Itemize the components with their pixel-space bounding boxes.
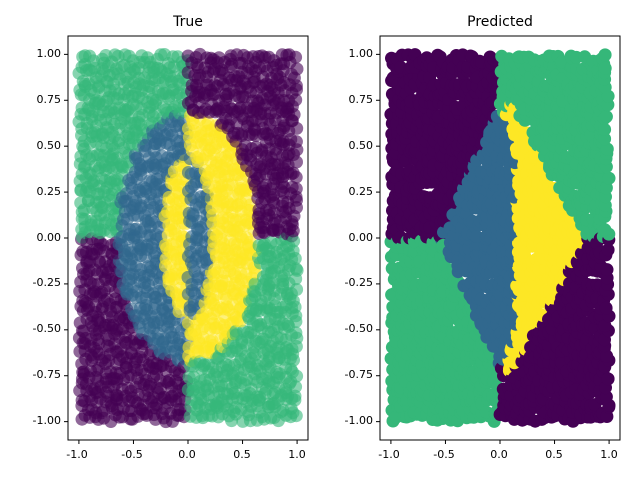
data-point [599, 110, 613, 124]
x-tick-label: -0.5 [433, 448, 454, 461]
data-point [286, 294, 300, 308]
y-tick-labels: -1.00 -0.75 -0.50 -0.25 0.00 0.25 0.50 0… [345, 47, 373, 427]
x-tick-label: 0.5 [233, 448, 251, 461]
data-point [601, 243, 615, 257]
data-point [598, 132, 612, 146]
data-point [288, 389, 302, 403]
data-point [289, 326, 303, 340]
y-tick-label: -0.50 [345, 322, 373, 335]
axis-ticks [64, 53, 298, 444]
data-point [601, 372, 615, 386]
data-point [289, 93, 303, 107]
y-tick-label: -0.25 [33, 276, 61, 289]
data-point [287, 234, 301, 248]
data-point [289, 50, 303, 64]
data-point [598, 223, 612, 237]
chart-panel-true: True -1.0 -0.5 0.0 0.5 1.0 -1.00 -0.75 -… [33, 14, 309, 461]
data-point [289, 262, 303, 276]
data-point [290, 62, 304, 76]
data-point [290, 283, 304, 296]
chart-title: True [172, 14, 203, 30]
y-tick-labels: -1.00 -0.75 -0.50 -0.25 0.00 0.25 0.50 0… [33, 47, 61, 427]
x-tick-label: -1.0 [66, 448, 87, 461]
y-tick-label: -0.75 [345, 368, 373, 381]
data-point [600, 349, 614, 363]
x-tick-label: 0.0 [178, 448, 196, 461]
y-tick-label: 1.00 [37, 47, 62, 60]
data-point [286, 406, 300, 420]
scatter-points [72, 47, 304, 429]
y-tick-label: 0.75 [37, 93, 62, 106]
data-point [598, 61, 612, 75]
y-tick-label: 0.50 [349, 139, 374, 152]
data-point [286, 244, 300, 258]
data-point [599, 301, 613, 315]
y-tick-label: 0.00 [349, 231, 374, 244]
data-point [285, 365, 299, 379]
x-tick-label: 1.0 [288, 448, 306, 461]
x-tick-label: -1.0 [378, 448, 399, 461]
data-point [600, 263, 614, 277]
x-tick-label: 0.5 [545, 448, 563, 461]
data-point [286, 166, 300, 180]
y-tick-label: 0.50 [37, 139, 62, 152]
data-point [289, 135, 303, 149]
y-tick-label: -1.00 [33, 414, 61, 427]
data-point [289, 182, 303, 196]
y-tick-label: 0.25 [349, 185, 374, 198]
y-tick-label: -1.00 [345, 414, 373, 427]
x-tick-label: 1.0 [600, 448, 618, 461]
data-point [600, 142, 614, 156]
axis-ticks [376, 53, 610, 444]
x-tick-labels: -1.0 -0.5 0.0 0.5 1.0 [66, 448, 305, 461]
chart-title: Predicted [467, 14, 533, 30]
chart-panel-predicted: Predicted -1.0 -0.5 0.0 0.5 1.0 -1.00 -0… [345, 14, 621, 461]
scatter-points [384, 48, 616, 428]
y-tick-label: 0.75 [349, 93, 374, 106]
y-tick-label: 0.25 [37, 185, 62, 198]
data-point [598, 48, 612, 62]
y-tick-label: -0.75 [33, 368, 61, 381]
y-tick-label: 1.00 [349, 47, 374, 60]
data-point [602, 171, 616, 185]
data-point [598, 123, 612, 136]
data-point [469, 230, 483, 243]
x-tick-labels: -1.0 -0.5 0.0 0.5 1.0 [378, 448, 617, 461]
y-tick-label: 0.00 [37, 231, 62, 244]
x-tick-label: -0.5 [121, 448, 142, 461]
x-tick-label: 0.0 [490, 448, 508, 461]
y-tick-label: -0.25 [345, 276, 373, 289]
y-tick-label: -0.50 [33, 322, 61, 335]
data-point [289, 380, 303, 394]
